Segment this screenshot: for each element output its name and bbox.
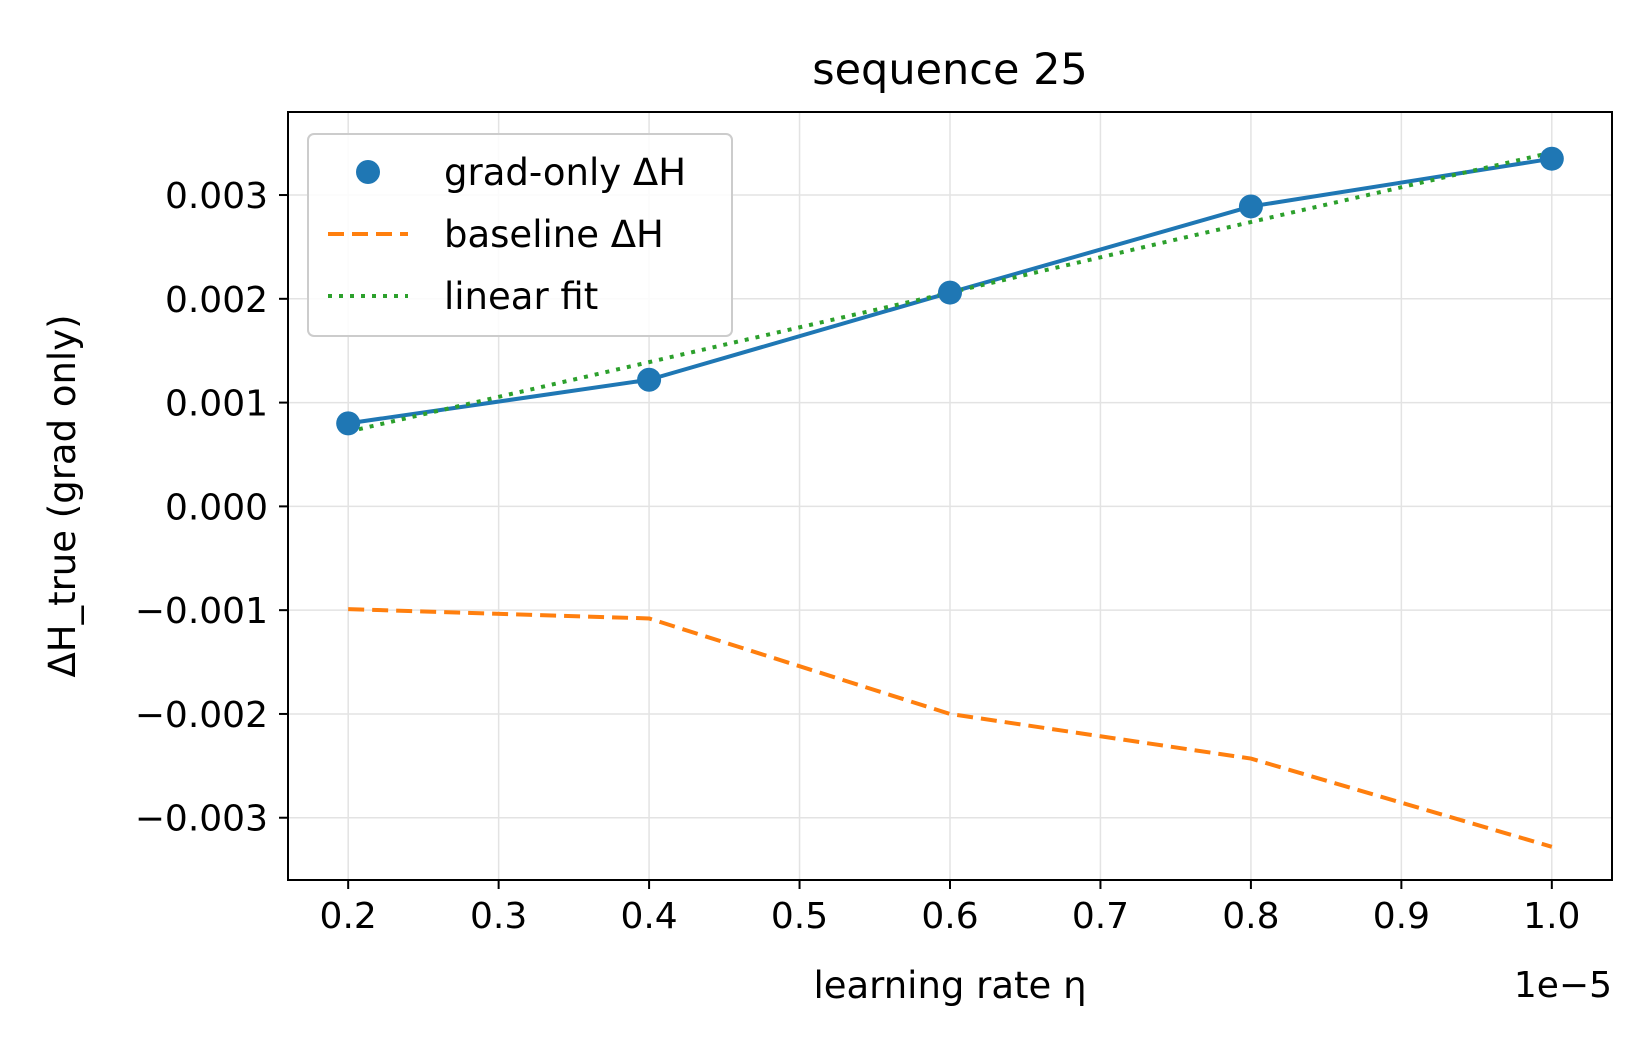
x-tick-label: 0.8: [1222, 896, 1279, 937]
y-tick-label: −0.003: [135, 799, 268, 840]
legend-frame: [307, 133, 733, 337]
series-line: [348, 607, 1553, 849]
x-tick-label: 0.2: [320, 896, 377, 937]
chart-title: sequence 25: [812, 45, 1088, 95]
x-axis-label: learning rate η: [813, 964, 1086, 1007]
x-tick-label: 0.3: [470, 896, 527, 937]
data-point: [637, 367, 662, 392]
y-tick-label: −0.002: [135, 695, 268, 736]
x-offset-label: 1e−5: [1514, 965, 1612, 1006]
series-layer: [336, 146, 1564, 849]
y-tick-label: −0.001: [135, 591, 268, 632]
data-point: [938, 280, 962, 305]
x-tick-label: 0.6: [921, 896, 978, 937]
legend: grad-only ΔH baseline ΔH linear fit: [307, 133, 733, 337]
y-tick-label: 0.003: [165, 176, 268, 217]
y-tick-label: 0.000: [165, 487, 268, 528]
y-tick-label: 0.001: [165, 384, 268, 425]
x-tick-label: 0.7: [1072, 896, 1129, 937]
y-axis-label: ΔH_true (grad only): [41, 314, 84, 677]
x-tick-label: 1.0: [1523, 896, 1580, 937]
legend-label: grad-only ΔH: [444, 151, 686, 194]
legend-marker: [356, 160, 380, 184]
legend-label: linear fit: [444, 275, 598, 318]
x-tick-label: 0.4: [620, 896, 677, 937]
data-point: [1539, 146, 1564, 171]
x-tick-label: 0.5: [771, 896, 828, 937]
legend-label: baseline ΔH: [444, 213, 664, 256]
ticks: 0.2 0.3 0.4 0.5 0.6 0.7 0.8 0.9 1.0 0.003 0.002 0.0…: [135, 176, 1581, 937]
data-point: [336, 411, 361, 436]
data-point: [1238, 194, 1263, 219]
x-tick-label: 0.9: [1373, 896, 1430, 937]
y-tick-label: 0.002: [165, 280, 268, 321]
